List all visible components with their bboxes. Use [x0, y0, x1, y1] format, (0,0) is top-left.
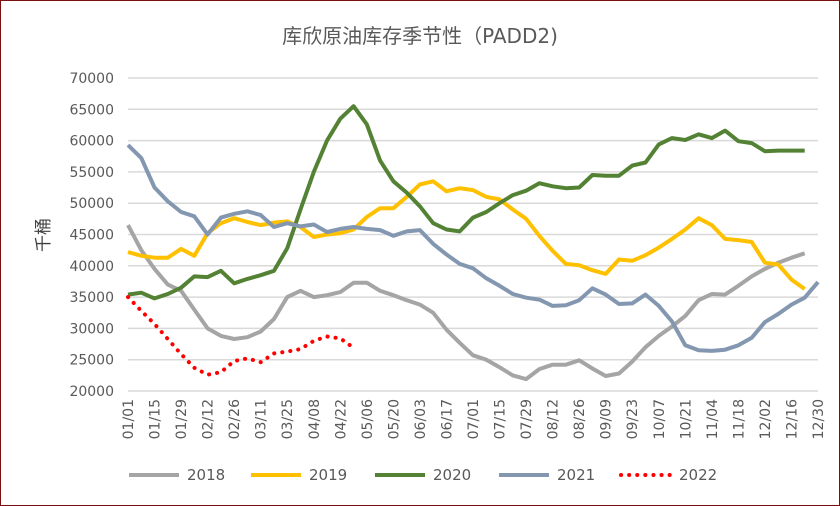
x-tick-label: 07/15 [493, 399, 509, 439]
x-tick-label: 08/12 [546, 399, 562, 439]
y-tick-label: 70000 [69, 71, 114, 87]
x-tick-label: 07/01 [466, 399, 482, 439]
y-tick-label: 20000 [69, 384, 114, 400]
series-line-2018 [126, 224, 806, 382]
legend-label-2020: 2020 [433, 466, 471, 484]
y-tick-label: 65000 [69, 102, 114, 118]
legend-label-2022: 2022 [679, 466, 717, 484]
x-tick-label: 11/18 [731, 399, 747, 439]
x-tick-label: 06/17 [439, 399, 455, 439]
x-tick-label: 10/07 [652, 399, 668, 439]
x-tick-label: 03/25 [280, 399, 296, 439]
x-tick-label: 05/06 [360, 399, 376, 439]
x-tick-label: 03/11 [254, 399, 270, 439]
x-tick-label: 09/09 [599, 399, 615, 439]
series-line-2021 [126, 143, 820, 353]
x-tick-label: 01/15 [148, 399, 164, 439]
legend-label-2018: 2018 [187, 466, 225, 484]
y-tick-label: 50000 [69, 196, 114, 212]
legend-label-2021: 2021 [557, 466, 595, 484]
x-tick-label: 04/08 [307, 399, 323, 439]
x-tick-label: 05/20 [386, 399, 402, 439]
x-tick-label: 09/23 [625, 399, 641, 439]
x-tick-label: 12/16 [784, 399, 800, 439]
y-axis-label: 千桶 [34, 218, 54, 252]
y-tick-label: 60000 [69, 134, 114, 150]
x-tick-label: 02/12 [201, 399, 217, 439]
x-tick-label: 06/03 [413, 399, 429, 439]
x-tick-label: 04/22 [333, 399, 349, 439]
x-tick-label: 01/29 [174, 399, 190, 439]
y-tick-label: 30000 [69, 321, 114, 337]
x-tick-label: 12/30 [811, 399, 827, 439]
y-tick-label: 25000 [69, 353, 114, 369]
chart-title: 库欣原油库存季节性（PADD2) [282, 24, 558, 48]
y-tick-label: 55000 [69, 165, 114, 181]
y-tick-label: 35000 [69, 290, 114, 306]
x-tick-label: 08/26 [572, 399, 588, 439]
series-line-2019 [127, 179, 806, 291]
legend-label-2019: 2019 [309, 466, 347, 484]
series-line-2020 [127, 104, 805, 301]
x-tick-label: 01/01 [121, 399, 137, 439]
x-tick-label: 12/02 [758, 399, 774, 439]
y-tick-label: 40000 [69, 259, 114, 275]
series-line-2022 [126, 295, 356, 377]
x-tick-label: 07/29 [519, 399, 535, 439]
x-tick-label: 10/21 [678, 399, 694, 439]
x-tick-label: 11/04 [705, 399, 721, 439]
x-tick-label: 02/26 [227, 399, 243, 439]
y-tick-label: 45000 [69, 228, 114, 244]
